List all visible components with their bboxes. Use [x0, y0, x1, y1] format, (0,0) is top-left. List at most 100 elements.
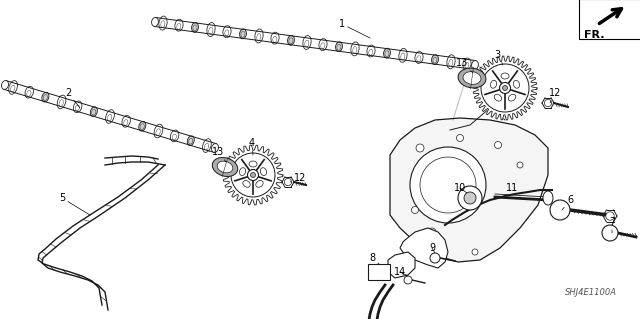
Ellipse shape [351, 42, 359, 56]
Ellipse shape [501, 73, 509, 79]
Ellipse shape [399, 48, 407, 62]
Text: 7: 7 [609, 217, 615, 233]
Ellipse shape [9, 81, 17, 94]
Polygon shape [400, 228, 448, 268]
Ellipse shape [255, 29, 263, 43]
Circle shape [248, 169, 259, 181]
Ellipse shape [1, 81, 8, 89]
Circle shape [430, 253, 440, 263]
Ellipse shape [543, 191, 553, 205]
Circle shape [472, 249, 478, 255]
Ellipse shape [154, 124, 163, 138]
Ellipse shape [463, 72, 481, 84]
Text: SHJ4E1100A: SHJ4E1100A [565, 288, 617, 297]
Circle shape [602, 225, 618, 241]
Polygon shape [154, 18, 476, 70]
Ellipse shape [271, 32, 279, 44]
Ellipse shape [335, 42, 342, 52]
Text: 6: 6 [562, 195, 573, 210]
Ellipse shape [152, 18, 158, 26]
Ellipse shape [249, 161, 257, 167]
Ellipse shape [383, 48, 390, 58]
Ellipse shape [212, 158, 237, 176]
Polygon shape [223, 145, 283, 205]
Polygon shape [4, 81, 216, 152]
Ellipse shape [260, 168, 267, 175]
Ellipse shape [303, 35, 311, 49]
Circle shape [495, 142, 502, 149]
Circle shape [412, 206, 419, 213]
Circle shape [456, 135, 463, 142]
Circle shape [517, 162, 523, 168]
Ellipse shape [188, 136, 195, 145]
Ellipse shape [319, 39, 327, 50]
Ellipse shape [513, 80, 520, 88]
Ellipse shape [207, 23, 215, 36]
Ellipse shape [191, 22, 198, 32]
Ellipse shape [287, 35, 294, 45]
Circle shape [464, 192, 476, 204]
FancyBboxPatch shape [368, 264, 390, 280]
Polygon shape [473, 56, 537, 120]
Polygon shape [390, 118, 548, 262]
Text: 2: 2 [65, 88, 80, 108]
Ellipse shape [223, 26, 231, 38]
Circle shape [250, 173, 255, 177]
Ellipse shape [256, 181, 263, 187]
Ellipse shape [217, 161, 233, 173]
Ellipse shape [90, 107, 97, 116]
Text: 5: 5 [59, 193, 90, 215]
Ellipse shape [447, 55, 455, 69]
Ellipse shape [431, 55, 438, 64]
Ellipse shape [239, 29, 246, 39]
Circle shape [410, 147, 486, 223]
Ellipse shape [211, 144, 218, 152]
Ellipse shape [25, 86, 33, 98]
Text: 13: 13 [212, 147, 226, 162]
Text: 8: 8 [369, 253, 379, 264]
Ellipse shape [159, 16, 167, 30]
Text: 10: 10 [454, 183, 467, 193]
Ellipse shape [170, 130, 179, 142]
Circle shape [502, 85, 508, 91]
Text: 12: 12 [290, 173, 306, 183]
Ellipse shape [508, 94, 516, 101]
Circle shape [458, 186, 482, 210]
Ellipse shape [367, 45, 375, 57]
Ellipse shape [122, 115, 131, 127]
Ellipse shape [490, 80, 497, 88]
Circle shape [550, 200, 570, 220]
Text: 11: 11 [506, 183, 520, 196]
Ellipse shape [139, 121, 146, 131]
Text: 12: 12 [549, 88, 561, 103]
Circle shape [428, 228, 436, 236]
Text: 1: 1 [339, 19, 370, 38]
Text: FR.: FR. [584, 30, 605, 40]
Polygon shape [388, 252, 415, 278]
Text: 9: 9 [429, 243, 435, 253]
Circle shape [481, 64, 529, 112]
Ellipse shape [175, 19, 183, 31]
Ellipse shape [42, 92, 49, 102]
Circle shape [231, 153, 275, 197]
Ellipse shape [239, 168, 246, 175]
Ellipse shape [57, 95, 66, 109]
Circle shape [606, 212, 614, 220]
Text: 14: 14 [394, 267, 408, 277]
Text: 4: 4 [249, 138, 255, 155]
Text: 13: 13 [456, 58, 473, 73]
Circle shape [404, 276, 412, 284]
Ellipse shape [472, 61, 478, 70]
Ellipse shape [458, 68, 486, 88]
Ellipse shape [74, 101, 82, 113]
Circle shape [416, 144, 424, 152]
Ellipse shape [106, 110, 115, 123]
Ellipse shape [463, 58, 471, 70]
Circle shape [284, 178, 292, 186]
Text: 3: 3 [494, 50, 503, 65]
Ellipse shape [415, 52, 423, 63]
Ellipse shape [494, 94, 502, 101]
Circle shape [499, 83, 511, 93]
Ellipse shape [243, 181, 250, 187]
Ellipse shape [202, 139, 211, 152]
